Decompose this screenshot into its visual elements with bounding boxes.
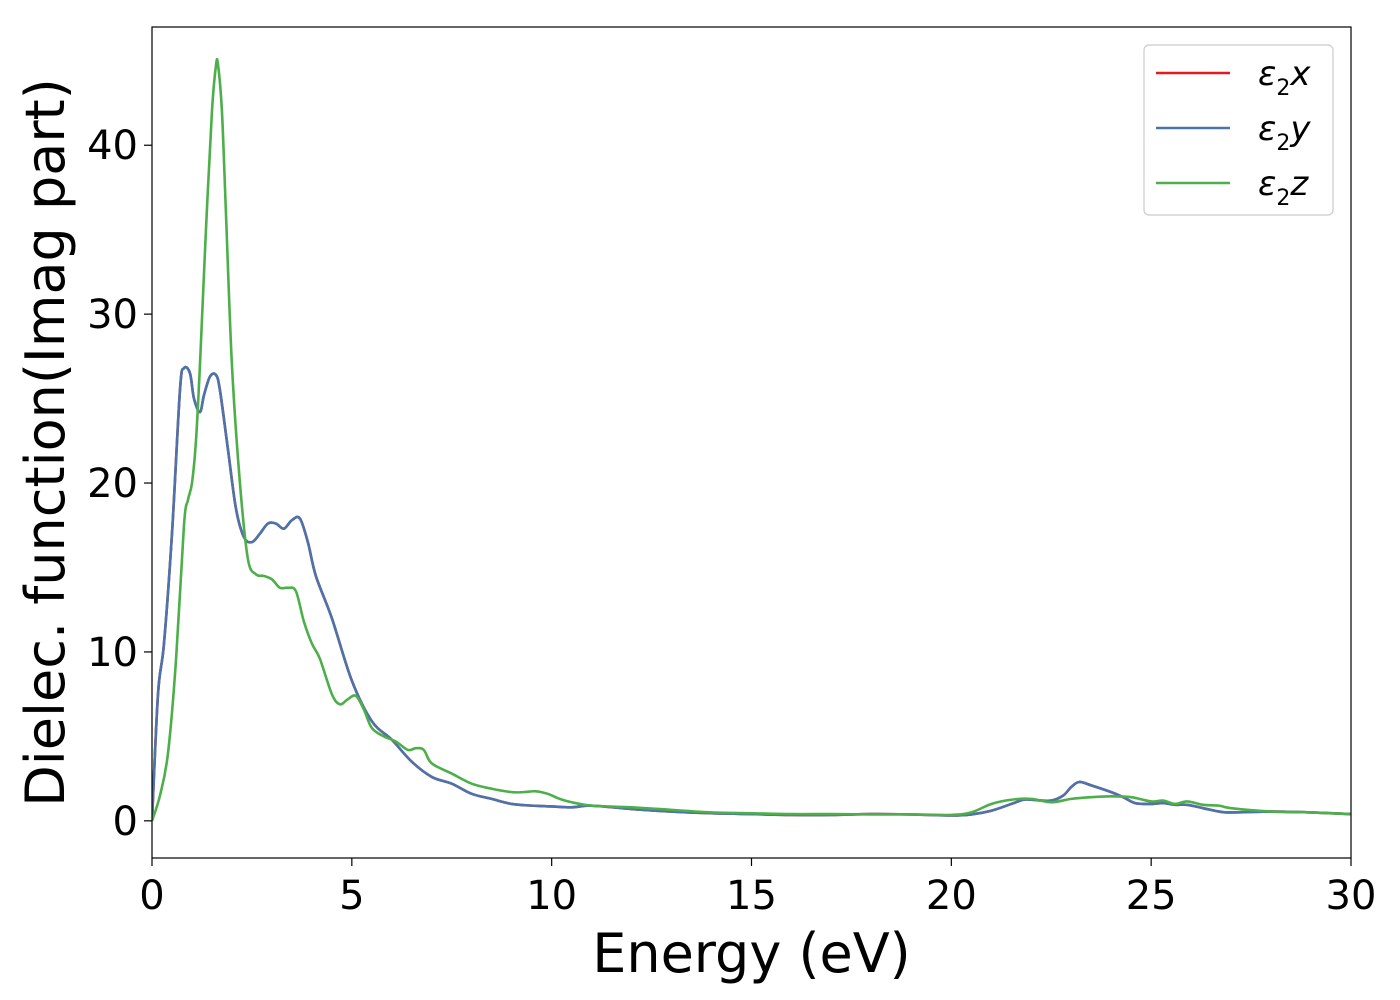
legend-label-z: ε2z [1258, 164, 1309, 211]
x-tick-label: 10 [526, 873, 577, 919]
x-tick-label: 25 [1126, 873, 1177, 919]
y-tick-label: 10 [87, 630, 138, 676]
series-line-x [152, 365, 1351, 821]
legend-label-x: ε2x [1258, 54, 1311, 101]
x-tick-label: 20 [926, 873, 977, 919]
legend-box [1143, 44, 1334, 216]
x-tick-label: 30 [1326, 873, 1377, 919]
y-ticks: 0 10 20 30 40 [87, 123, 152, 845]
y-tick-label: 30 [87, 292, 138, 338]
legend-label-y: ε2y [1258, 109, 1311, 156]
x-tick-label: 5 [339, 873, 364, 919]
y-tick-label: 40 [87, 123, 138, 169]
x-axis-title: Energy (eV) [592, 922, 911, 985]
series-layer [152, 57, 1351, 822]
x-tick-label: 0 [139, 873, 164, 919]
x-tick-label: 15 [726, 873, 777, 919]
x-ticks: 0 5 10 15 20 25 30 [139, 858, 1376, 919]
y-axis-title: Dielec. function(Imag part) [14, 78, 77, 807]
legend: ε2x ε2y ε2z [1143, 44, 1334, 216]
series-line-z [152, 57, 1351, 822]
series-line-y [152, 365, 1351, 821]
y-tick-label: 0 [113, 799, 138, 845]
y-tick-label: 20 [87, 461, 138, 507]
